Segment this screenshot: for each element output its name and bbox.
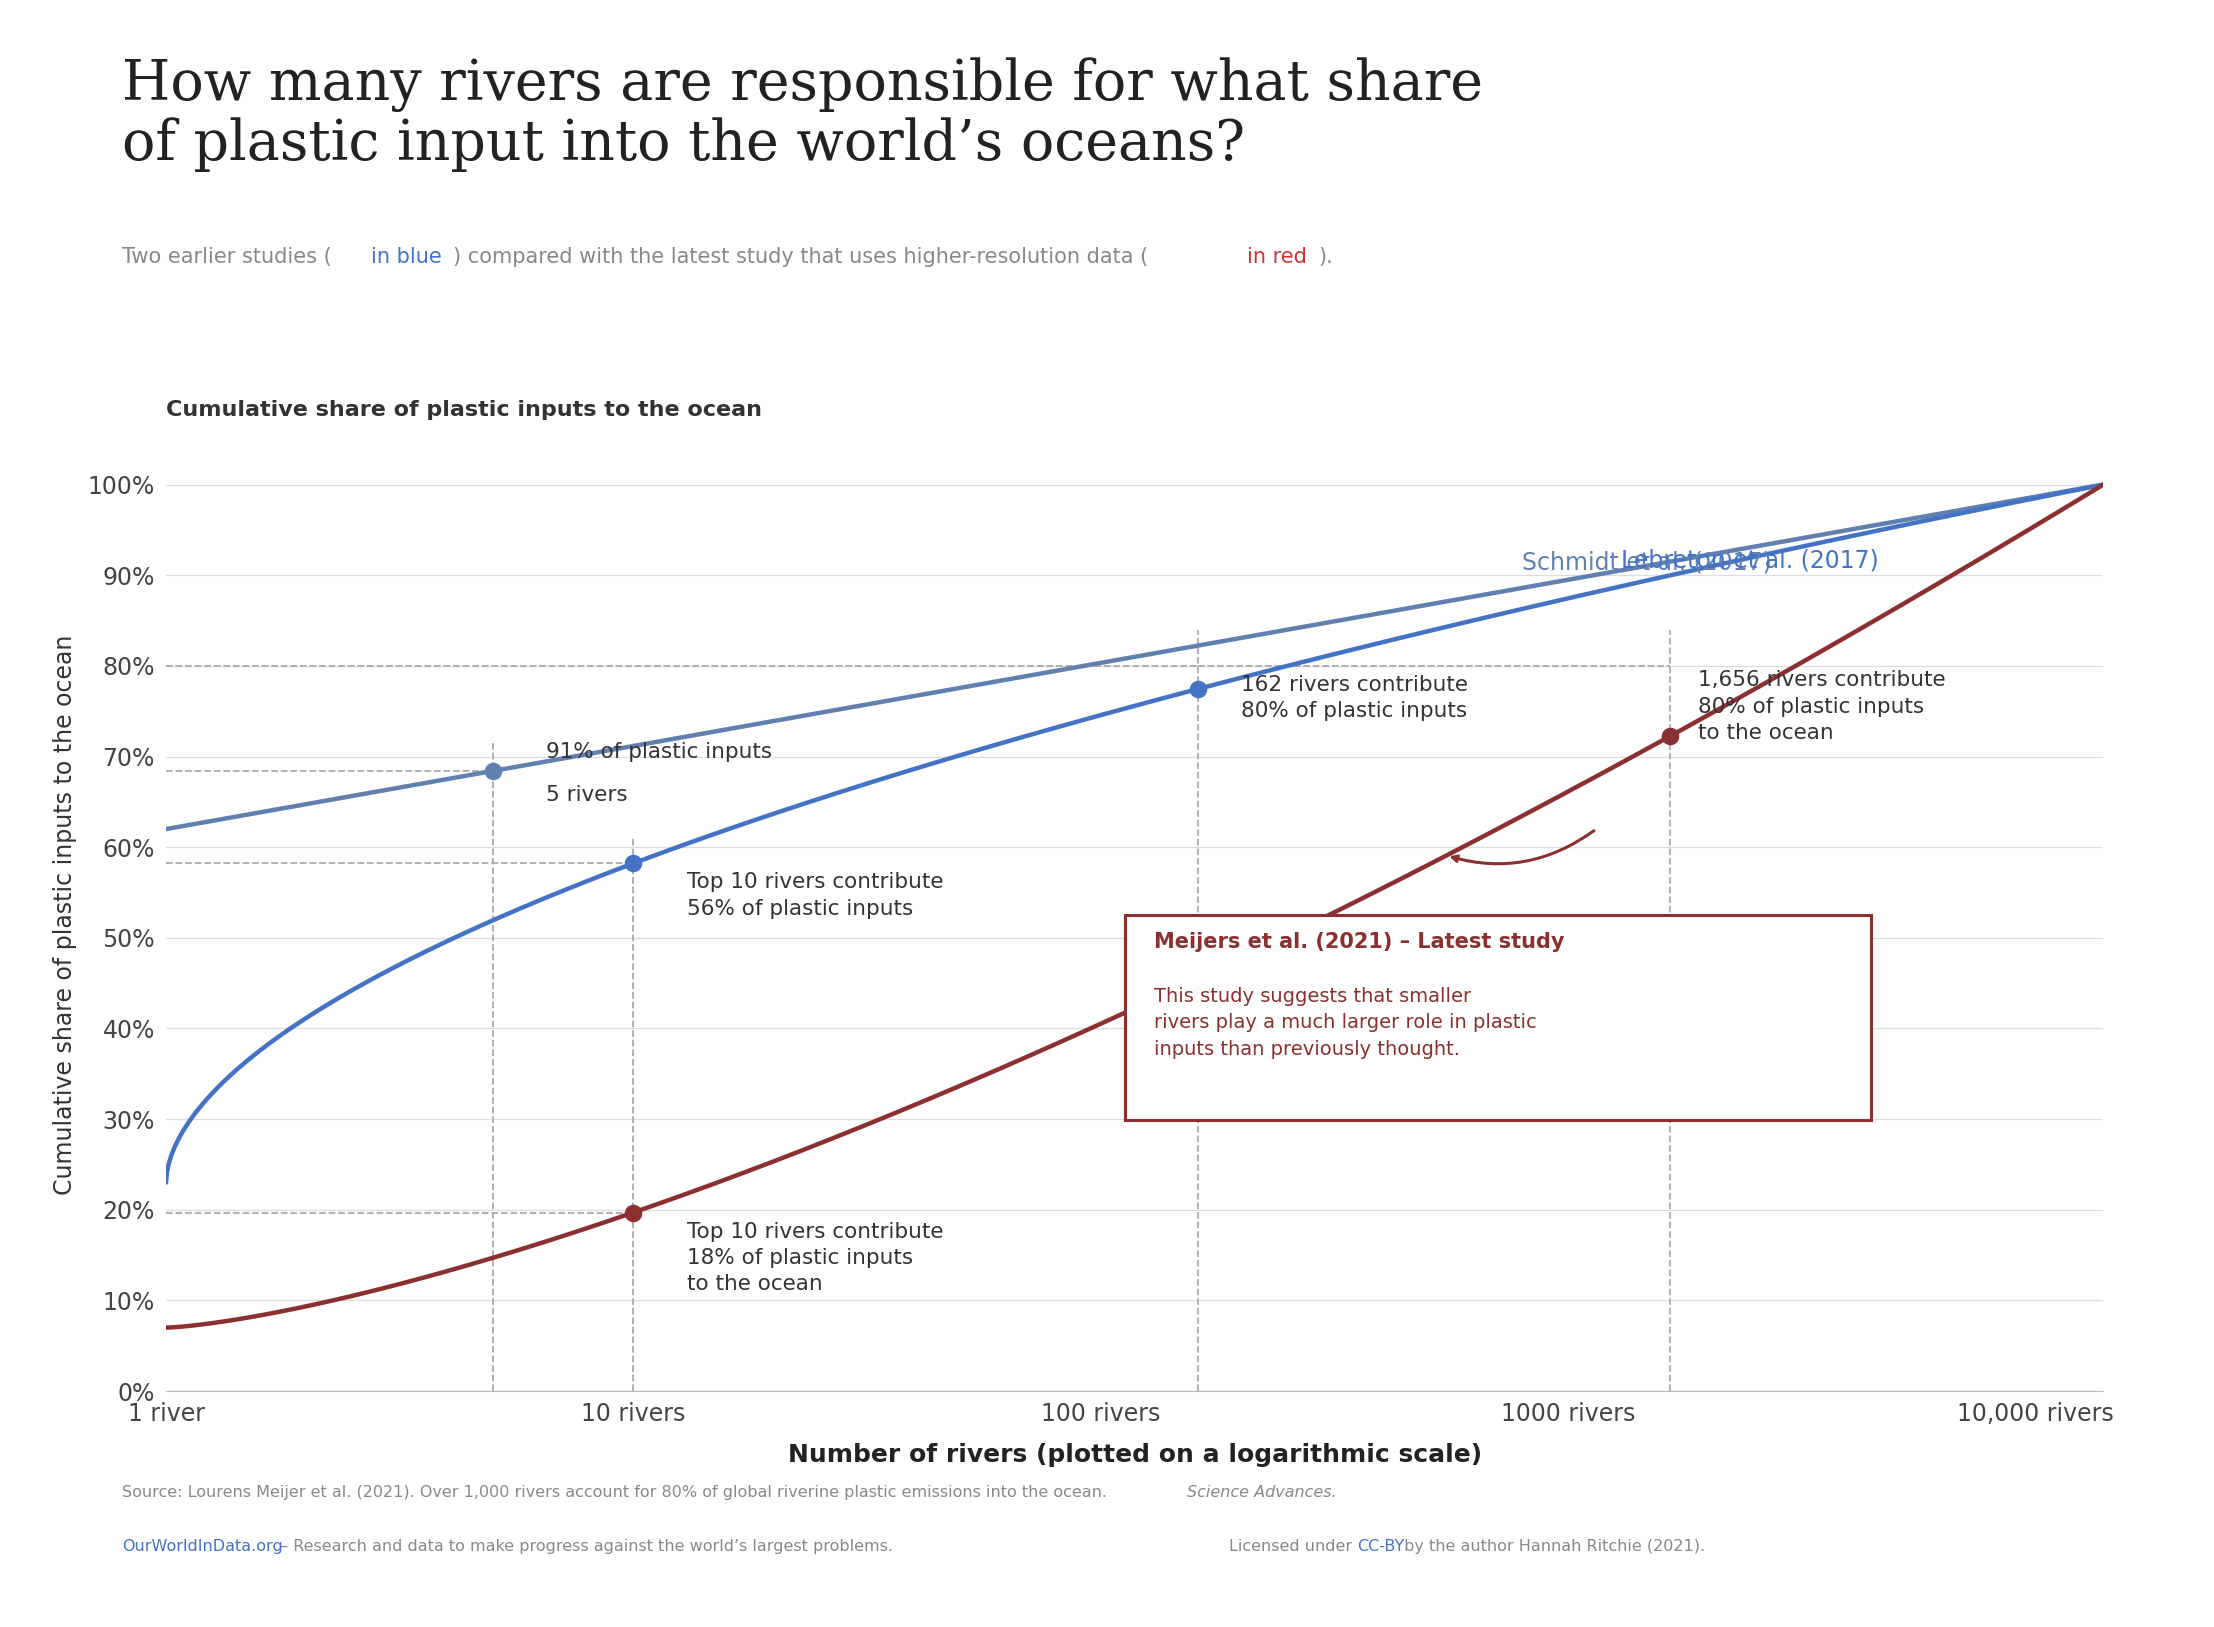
Text: in Data: in Data — [1984, 116, 2070, 135]
Text: This study suggests that smaller
rivers play a much larger role in plastic
input: This study suggests that smaller rivers … — [1153, 986, 1537, 1059]
Text: How many rivers are responsible for what share
of plastic input into the world’s: How many rivers are responsible for what… — [122, 57, 1483, 171]
Point — [1652, 722, 1687, 748]
Text: ) compared with the latest study that uses higher-resolution data (: ) compared with the latest study that us… — [454, 247, 1149, 267]
Point — [615, 1199, 651, 1225]
Text: Source: Lourens Meijer et al. (2021). Over 1,000 rivers account for 80% of globa: Source: Lourens Meijer et al. (2021). Ov… — [122, 1485, 1111, 1500]
X-axis label: Number of rivers (plotted on a logarithmic scale): Number of rivers (plotted on a logarithm… — [788, 1443, 1481, 1468]
Text: Cumulative share of plastic inputs to the ocean: Cumulative share of plastic inputs to th… — [166, 400, 762, 420]
FancyBboxPatch shape — [1125, 914, 1871, 1119]
Text: 162 rivers contribute
80% of plastic inputs: 162 rivers contribute 80% of plastic inp… — [1242, 675, 1468, 721]
Text: CC-BY: CC-BY — [1357, 1539, 1404, 1554]
Text: Top 10 rivers contribute
18% of plastic inputs
to the ocean: Top 10 rivers contribute 18% of plastic … — [686, 1222, 943, 1295]
Text: 91% of plastic inputs: 91% of plastic inputs — [547, 742, 773, 761]
Text: by the author Hannah Ritchie (2021).: by the author Hannah Ritchie (2021). — [1399, 1539, 1705, 1554]
Text: in blue: in blue — [370, 247, 441, 267]
Y-axis label: Cumulative share of plastic inputs to the ocean: Cumulative share of plastic inputs to th… — [53, 635, 77, 1196]
Text: ).: ). — [1317, 247, 1333, 267]
Text: Lebreton et al. (2017): Lebreton et al. (2017) — [1621, 548, 1880, 573]
Text: Science Advances.: Science Advances. — [1187, 1485, 1337, 1500]
Text: 5 rivers: 5 rivers — [547, 784, 627, 805]
Point — [615, 851, 651, 877]
Text: Meijers et al. (2021) – Latest study: Meijers et al. (2021) – Latest study — [1153, 932, 1565, 952]
Text: OurWorldInData.org: OurWorldInData.org — [122, 1539, 283, 1554]
Text: Our World: Our World — [1966, 67, 2088, 88]
Text: Schmidt et al. (2017): Schmidt et al. (2017) — [1523, 550, 1771, 574]
Text: 1,656 rivers contribute
80% of plastic inputs
to the ocean: 1,656 rivers contribute 80% of plastic i… — [1698, 670, 1946, 744]
Point — [1180, 675, 1215, 701]
Text: in red: in red — [1246, 247, 1306, 267]
Text: Licensed under: Licensed under — [1229, 1539, 1357, 1554]
Text: – Research and data to make progress against the world’s largest problems.: – Research and data to make progress aga… — [275, 1539, 892, 1554]
Point — [476, 758, 511, 784]
Text: Top 10 rivers contribute
56% of plastic inputs: Top 10 rivers contribute 56% of plastic … — [686, 872, 943, 919]
Text: Two earlier studies (: Two earlier studies ( — [122, 247, 332, 267]
